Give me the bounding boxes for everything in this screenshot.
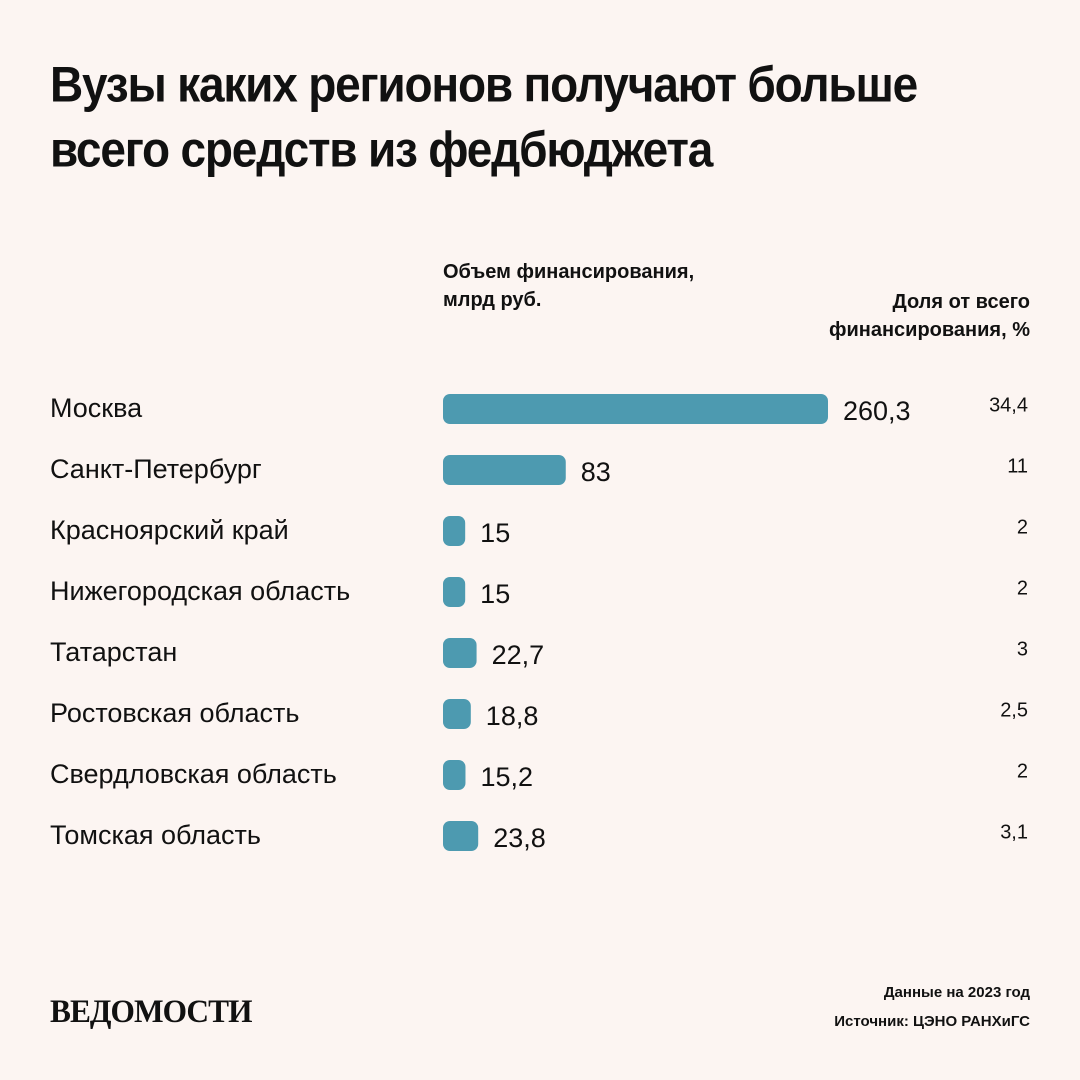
category-label: Томская область: [50, 820, 261, 850]
share-label: 3: [1017, 638, 1028, 660]
bar: [443, 394, 828, 424]
category-label: Нижегородская область: [50, 576, 350, 606]
category-label: Татарстан: [50, 637, 177, 667]
share-label: 11: [1007, 455, 1028, 477]
source-note: Источник: ЦЭНО РАНХиГС: [834, 1013, 1030, 1030]
share-label: 2: [1017, 577, 1028, 599]
bar-value-label: 260,3: [843, 396, 911, 426]
bar: [443, 821, 479, 851]
category-label: Санкт-Петербург: [50, 454, 262, 484]
category-label: Москва: [50, 393, 143, 423]
bar-value-label: 23,8: [493, 823, 546, 853]
share-label: 2: [1017, 516, 1028, 538]
share-label: 3,1: [1000, 821, 1028, 843]
share-label: 2: [1017, 760, 1028, 782]
bar: [443, 455, 566, 485]
bar: [443, 699, 471, 729]
bar-value-label: 83: [581, 457, 611, 487]
chart-title: Вузы каких регионов получают больше всег…: [50, 56, 918, 178]
bar-value-label: 22,7: [492, 640, 545, 670]
bar: [443, 516, 466, 546]
amount-column-header: Объем финансирования, млрд руб.: [443, 261, 695, 311]
date-note: Данные на 2023 год: [883, 984, 1030, 1001]
vedomosti-logo: ВЕДОМОСТИ: [50, 994, 252, 1030]
bar: [443, 577, 466, 607]
bar: [443, 760, 466, 790]
bar: [443, 638, 477, 668]
share-label: 2,5: [1000, 699, 1028, 721]
bar-value-label: 15: [480, 579, 510, 609]
bar-value-label: 15: [480, 518, 510, 548]
bar-value-label: 15,2: [480, 762, 533, 792]
share-column-header: Доля от всего финансирования, %: [828, 291, 1030, 341]
category-label: Ростовская область: [50, 698, 299, 728]
share-label: 34,4: [989, 394, 1028, 416]
category-label: Красноярский край: [50, 515, 289, 545]
category-label: Свердловская область: [50, 759, 337, 789]
bar-value-label: 18,8: [486, 701, 539, 731]
